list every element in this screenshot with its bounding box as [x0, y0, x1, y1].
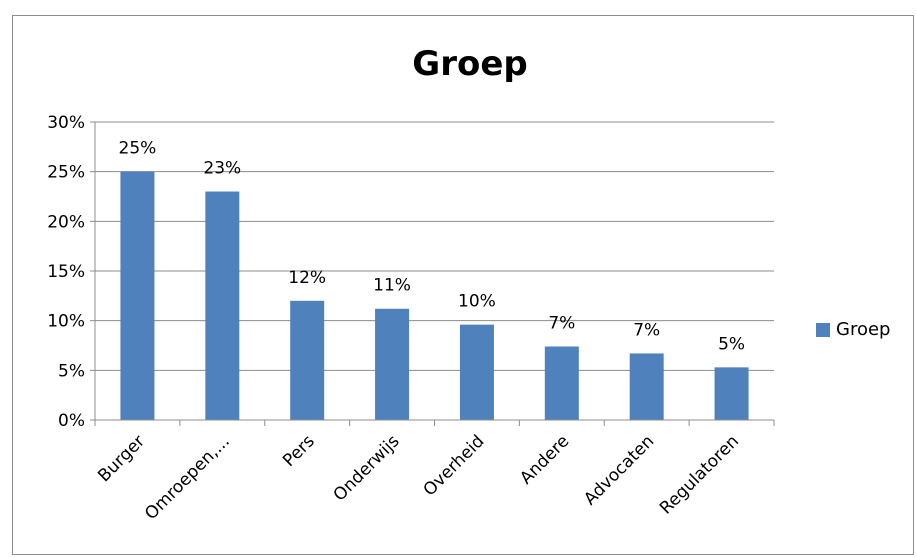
bar [629, 353, 664, 420]
chart-frame [12, 15, 914, 555]
category-label: Andere [516, 431, 573, 488]
data-labels: 25% 23% 12% 11% 10% 7% 7% 5% [119, 139, 746, 355]
category-label: Advocaten [580, 431, 658, 509]
y-tick-label: 20% [47, 212, 85, 232]
category-label: Overheid [420, 431, 489, 500]
y-tick-label: 30% [47, 113, 85, 133]
data-label: 5% [718, 334, 745, 354]
bar [459, 324, 494, 420]
category-label: Onderwijs [330, 431, 404, 505]
category-label: Regulatoren [656, 431, 743, 518]
y-tick-label: 0% [58, 411, 85, 431]
y-tick-label: 10% [47, 312, 85, 332]
data-label: 10% [458, 292, 496, 312]
bars [120, 171, 749, 420]
data-label: 25% [119, 139, 157, 159]
data-label: 11% [373, 276, 411, 296]
y-tick-label: 25% [47, 163, 85, 183]
y-tick-label: 5% [58, 361, 85, 381]
data-label: 12% [288, 268, 326, 288]
category-label: Omroepen,... [141, 431, 234, 524]
bar [714, 367, 749, 420]
bar [375, 308, 410, 420]
x-axis [94, 419, 775, 426]
data-label: 7% [633, 320, 660, 340]
legend-swatch [816, 322, 830, 337]
category-label: Pers [279, 431, 319, 471]
chart-title: Groep [412, 44, 528, 84]
y-axis-ticks: 0% 5% 10% 15% 20% 25% 30% [47, 113, 96, 431]
legend: Groep [816, 319, 890, 340]
category-label: Burger [94, 431, 149, 486]
bar [544, 346, 579, 420]
bar [205, 191, 240, 420]
y-tick-label: 15% [47, 262, 85, 282]
bar [290, 300, 325, 420]
legend-label: Groep [836, 319, 891, 340]
data-label: 7% [548, 313, 575, 333]
bar [120, 171, 155, 420]
data-label: 23% [203, 159, 241, 179]
gridlines [95, 121, 774, 371]
